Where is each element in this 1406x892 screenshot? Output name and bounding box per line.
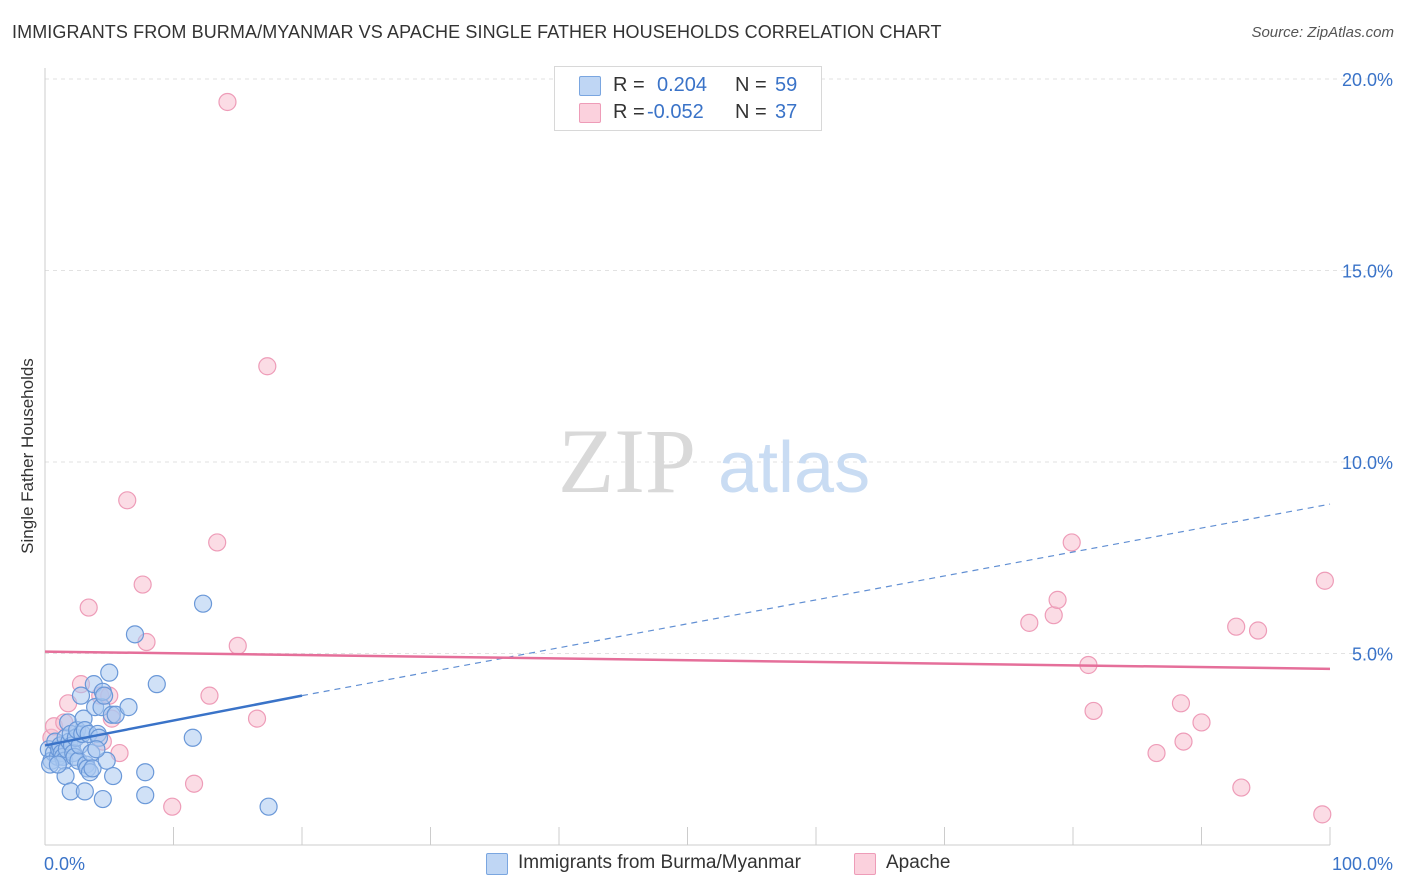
series-burma [39, 594, 278, 816]
apache-swatch [579, 103, 601, 123]
apache-point [1044, 606, 1063, 625]
n-label: N = [735, 74, 767, 96]
apache-point [200, 686, 219, 705]
apache-point [228, 636, 247, 655]
burma-point [71, 686, 91, 705]
apache-point [258, 357, 277, 376]
burma-legend-label: Immigrants from Burma/Myanmar [518, 852, 801, 873]
trend-lines [44, 503, 1331, 747]
apache-point [184, 774, 204, 793]
apache-n-value: 37 [775, 101, 798, 123]
apache-point [163, 797, 182, 816]
burma-point [97, 751, 116, 770]
r-label: R = [613, 74, 645, 96]
stats-legend: R = 0.204 N = 59 R = -0.052 N = 37 [554, 66, 822, 131]
apache-point [1084, 701, 1103, 721]
burma-trend-line [44, 694, 303, 747]
burma-point [93, 789, 112, 809]
apache-point [1048, 590, 1067, 609]
gridlines [45, 78, 1392, 654]
y-tick-label: 10.0% [1342, 453, 1393, 473]
burma-point [95, 686, 114, 705]
apache-point [1020, 613, 1039, 632]
source-credit: Source: ZipAtlas.com [1251, 24, 1394, 41]
apache-point [1232, 778, 1251, 797]
y-tick-label: 5.0% [1352, 645, 1393, 665]
n-label: N = [735, 101, 767, 123]
burma-point [125, 625, 145, 644]
apache-point [1248, 621, 1268, 640]
x-tick-label: 0.0% [44, 854, 85, 874]
burma-point [136, 763, 155, 782]
apache-point [1174, 732, 1193, 751]
y-tick-label: 15.0% [1342, 262, 1393, 282]
burma-point [100, 663, 119, 682]
apache-point [1315, 571, 1334, 590]
burma-swatch [579, 76, 601, 96]
burma-point [147, 675, 166, 694]
chart-title: IMMIGRANTS FROM BURMA/MYANMAR VS APACHE … [12, 22, 942, 42]
burma-point [183, 728, 202, 747]
apache-trend-line [44, 650, 1331, 671]
burma-point [87, 740, 106, 759]
apache-legend-swatch [854, 853, 876, 875]
watermark: ZIP atlas [558, 410, 870, 512]
burma-point [104, 766, 123, 786]
apache-point [1313, 805, 1332, 824]
apache-point [79, 598, 98, 617]
burma-point [193, 594, 213, 613]
apache-point [1171, 694, 1191, 713]
watermark-zip: ZIP [558, 410, 696, 512]
apache-point [1227, 617, 1246, 636]
apache-point [118, 491, 137, 510]
burma-n-value: 59 [775, 74, 798, 96]
apache-point [1192, 713, 1211, 732]
apache-point [1147, 743, 1166, 763]
burma-point [48, 755, 67, 774]
x-tick-labels: 0.0% 100.0% [44, 854, 1393, 874]
burma-r-value: 0.204 [657, 74, 708, 96]
apache-point [247, 709, 267, 728]
apache-r-value: -0.052 [647, 101, 704, 123]
burma-point [259, 797, 278, 816]
watermark-atlas: atlas [718, 428, 870, 508]
y-tick-label: 20.0% [1342, 70, 1393, 90]
burma-point [136, 786, 155, 805]
apache-point [1062, 533, 1081, 552]
axes [44, 68, 1331, 846]
x-tick-label: 100.0% [1332, 854, 1393, 874]
apache-point [218, 92, 237, 112]
apache-legend-label: Apache [886, 852, 951, 873]
r-label: R = [613, 101, 645, 123]
burma-point [75, 782, 94, 801]
burma-point [83, 759, 102, 778]
burma-trend-extension [301, 503, 1331, 697]
apache-point [208, 533, 227, 552]
apache-point [133, 575, 152, 594]
burma-point [119, 698, 138, 717]
y-tick-labels: 5.0% 10.0% 15.0% 20.0% [1342, 70, 1393, 665]
burma-legend-swatch [486, 853, 508, 875]
